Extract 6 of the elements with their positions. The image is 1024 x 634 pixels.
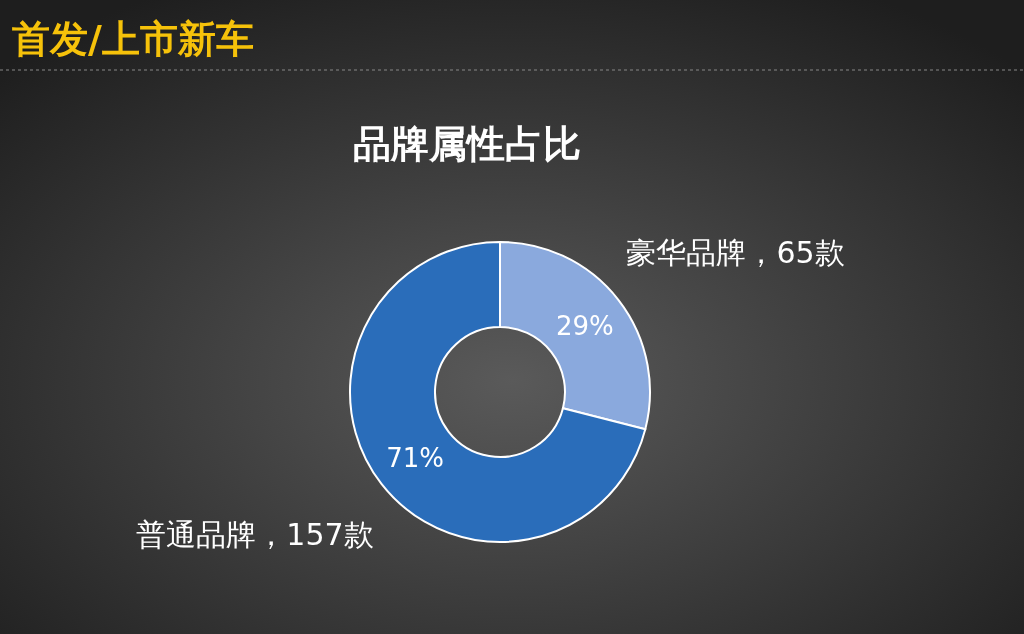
slice-label: 普通品牌，157款	[136, 516, 374, 552]
data-label: 29%	[556, 311, 614, 342]
chart-subtitle: 品牌属性占比	[353, 122, 581, 166]
data-label: 71%	[386, 442, 444, 473]
slice-label: 豪华品牌，65款	[626, 235, 845, 271]
chart-title: 首发/上市新车	[12, 17, 254, 61]
